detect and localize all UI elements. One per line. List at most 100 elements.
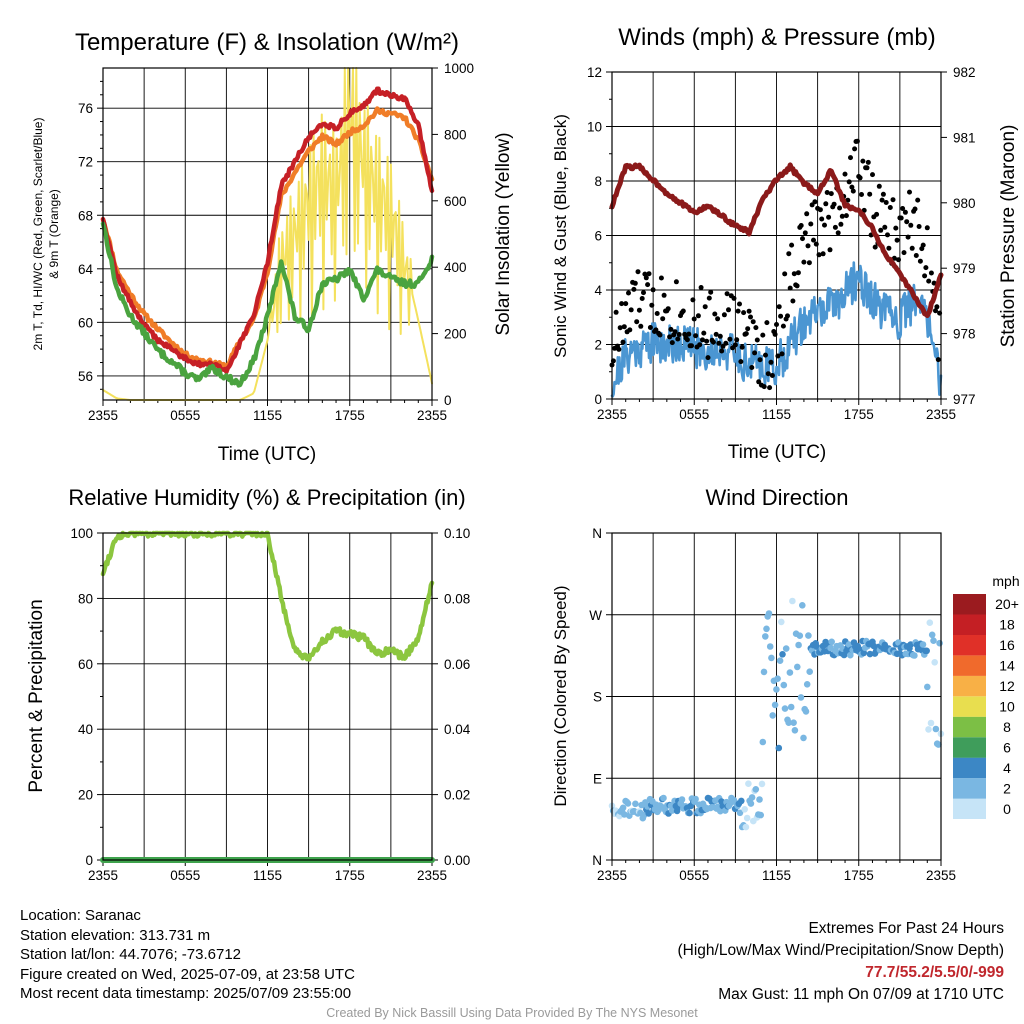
gust-point [684,337,690,343]
gust-point [827,247,833,253]
gust-point [894,237,900,243]
y-tick-label-right: 981 [953,130,976,145]
gust-point [798,223,804,228]
gust-point [750,319,756,325]
gust-point [724,291,730,297]
gust-point [643,275,649,281]
y-tick-label: N [592,526,602,541]
gust-point [650,287,656,293]
gust-point [852,146,858,152]
gust-point [761,384,767,390]
gust-point [801,259,807,265]
chart-title: Relative Humidity (%) & Precipitation (i… [68,485,465,510]
y-tick-label-right: 200 [444,327,467,342]
y-axis-title: Percent & Precipitation [26,599,47,792]
wind-direction-point [766,643,774,650]
y-axis-title-line2: & 9m T (Orange) [47,189,61,279]
gust-point [789,242,795,248]
gust-point [672,329,678,335]
extremes-values: 77.7/55.2/5.5/0/-999 [865,964,1004,981]
gust-point [764,320,770,326]
gust-point [874,211,880,217]
y-tick-label-right: 0.10 [444,526,470,541]
chart-title: Temperature (F) & Insolation (W/m²) [75,29,459,56]
wind-direction-point [785,719,792,726]
y-tick-label: 72 [78,155,93,170]
gust-point [632,280,638,286]
gust-point [817,207,823,213]
max-gust: Max Gust: 11 mph On 07/09 at 1710 UTC [718,986,1004,1003]
y-tick-label-right: 800 [444,127,467,142]
gust-point [898,215,904,221]
y-tick-label-right: 0.08 [444,591,470,606]
wind-direction-point [747,800,755,807]
wind-direction-point [847,651,854,659]
wind-direction-point [930,637,937,644]
wind-direction-point [924,683,931,691]
gust-point [870,172,875,178]
colorbar-label: 18 [999,617,1015,633]
gust-point [734,337,740,343]
gust-point [775,353,781,359]
gust-point [745,326,751,332]
chart-title: Winds (mph) & Pressure (mb) [618,24,935,51]
gust-point [757,357,763,363]
y-axis-title-line1: 2m T, Td, HI/WC (Red, Green, Scarlet/Blu… [31,118,45,351]
wind-direction-point [925,726,932,733]
gust-point [680,308,686,314]
gust-point [886,245,892,251]
gust-point [786,251,792,257]
gust-point [795,270,801,276]
wind-direction-point [778,618,785,626]
gust-point [843,213,849,219]
y-tick-label: 60 [78,315,93,330]
y-axis-title: Sonic Wind & Gust (Blue, Black) [551,114,570,358]
wind-direction-point [774,675,781,682]
gust-point [621,324,627,330]
gust-point [928,270,934,276]
gust-point [704,338,710,344]
colorbar-swatch [953,634,986,656]
x-tick-label: 1155 [253,868,282,883]
wind-direction-point [935,741,942,748]
wind-direction-point [805,632,812,639]
gust-point [710,339,716,345]
gust-point [634,319,640,325]
gust-point [667,334,673,340]
gust-point [812,199,818,205]
wind-direction-point [624,800,632,807]
gust-point [623,301,629,307]
chart-title: Wind Direction [705,485,848,510]
wind-direction-point [632,800,639,808]
gust-point [935,357,941,363]
gust-point [802,230,808,236]
gust-point [753,325,759,331]
gust-point [806,260,812,266]
x-tick-label: 0555 [170,868,200,883]
wind-direction-point [769,712,776,719]
gust-point [828,191,834,197]
gust-point [890,197,896,203]
wind-direction-point [619,804,627,812]
y-tick-label: 68 [78,208,93,223]
gust-point [715,316,721,322]
gust-point [794,283,800,289]
wind-direction-point [931,659,938,666]
gust-point [920,242,926,248]
gust-point [639,296,645,301]
wind-direction-point [757,811,764,819]
gust-point [916,224,922,229]
wind-direction-point [780,681,788,689]
x-tick-label: 2355 [926,868,956,883]
wind-direction-point [790,719,797,726]
gust-point [849,184,855,190]
gust-point [922,273,928,279]
y-tick-label: 0 [594,392,602,407]
wind-direction-point [660,794,667,802]
x-tick-label: 1155 [762,868,791,883]
wind-direction-point [621,811,628,818]
wind-direction-point [919,641,927,648]
x-tick-label: 2355 [597,868,627,883]
gust-point [717,333,723,339]
